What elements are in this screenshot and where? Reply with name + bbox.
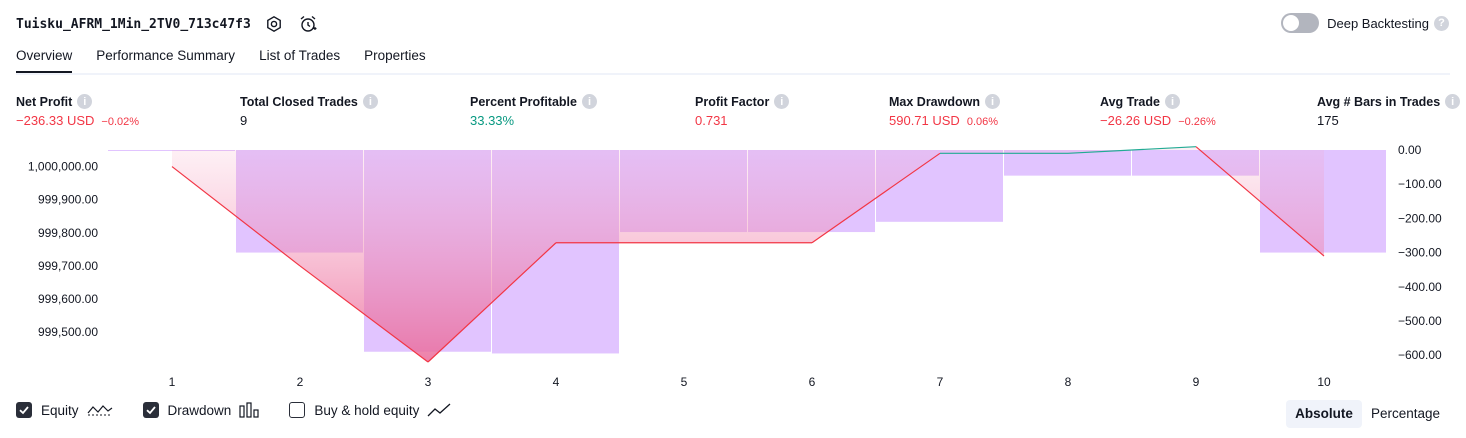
equity-line-segment	[1067, 146, 1197, 154]
stat-value: −26.26 USD	[1100, 113, 1172, 128]
x-axis-tick-label: 9	[1193, 375, 1200, 389]
equity-line-segment	[299, 265, 429, 363]
deep-backtesting-toggle[interactable]	[1281, 13, 1320, 33]
report-tabs: Overview Performance Summary List of Tra…	[16, 46, 450, 74]
left-axis-tick-label: 999,600.00	[38, 292, 98, 306]
x-axis-tick-label: 3	[425, 375, 432, 389]
checkbox-checked-icon[interactable]	[16, 402, 32, 418]
equity-line-icon	[87, 402, 113, 418]
info-icon[interactable]: i	[1164, 94, 1180, 109]
stat-label: Profit Factor	[695, 94, 770, 109]
info-icon[interactable]: i	[985, 94, 1000, 109]
x-axis-tick-label: 2	[297, 375, 304, 389]
x-axis-tick-label: 4	[553, 375, 560, 389]
info-icon[interactable]: i	[362, 94, 378, 109]
stat-percent: −0.02%	[101, 116, 140, 128]
buy-hold-line-icon	[427, 402, 451, 418]
left-axis-tick-label: 999,700.00	[38, 259, 98, 273]
stat-value: 9	[240, 113, 248, 128]
stat-label: Percent Profitable	[470, 94, 577, 109]
stat-avg-bars-in-trades: Avg # Bars in Trades i 175	[1317, 93, 1461, 128]
left-axis-tick-label: 999,500.00	[38, 325, 98, 339]
stat-label: Avg # Bars in Trades	[1317, 94, 1441, 109]
stat-max-drawdown: Max Drawdown i 590.71 USD 0.06%	[889, 93, 1000, 128]
stat-percent-profitable: Percent Profitable i 33.33%	[470, 93, 597, 128]
legend-label: Drawdown	[167, 402, 232, 418]
stat-value: 590.71 USD	[889, 113, 960, 128]
checkbox-unchecked-icon[interactable]	[289, 402, 306, 418]
x-axis-tick-label: 1	[169, 375, 176, 389]
info-icon[interactable]: i	[1445, 94, 1461, 109]
right-axis-tick-label: −500.00	[1398, 314, 1442, 328]
legend-buy-hold[interactable]: Buy & hold equity	[289, 402, 451, 418]
info-icon[interactable]: i	[581, 94, 597, 109]
legend-drawdown[interactable]: Drawdown	[142, 402, 260, 418]
info-icon[interactable]: i	[77, 94, 93, 109]
right-axis-tick-label: 0.00	[1398, 143, 1422, 157]
stat-value: −236.33 USD	[16, 113, 95, 128]
strategy-title: Tuisku_AFRM_1Min_2TV0_713c47f3	[16, 16, 251, 32]
display-mode-switch: Absolute Percentage	[1286, 400, 1449, 428]
help-icon[interactable]: ?	[1434, 15, 1449, 31]
stat-label: Avg Trade	[1100, 94, 1160, 109]
equity-line-segment	[427, 242, 557, 363]
right-axis-tick-label: −100.00	[1398, 177, 1442, 191]
tab-list-of-trades[interactable]: List of Trades	[259, 48, 341, 63]
equity-line-segment	[1195, 146, 1325, 257]
stat-profit-factor: Profit Factor i 0.731	[695, 93, 790, 128]
left-axis-tick-label: 999,900.00	[38, 193, 98, 207]
equity-line-segment	[171, 166, 301, 267]
stat-net-profit: Net Profit i −236.33 USD −0.02%	[16, 93, 139, 128]
stat-label: Total Closed Trades	[240, 94, 358, 109]
tab-performance-summary[interactable]: Performance Summary	[96, 48, 236, 63]
equity-line-segment	[811, 152, 941, 244]
x-axis-tick-label: 6	[809, 375, 816, 389]
drawdown-bars-icon	[239, 402, 259, 418]
drawdown-bar	[108, 150, 235, 151]
equity-area	[172, 146, 1324, 362]
stat-value: 33.33%	[470, 113, 515, 128]
x-axis-tick-label: 5	[681, 375, 688, 389]
stat-percent: −0.26%	[1178, 116, 1216, 128]
tab-properties[interactable]: Properties	[364, 48, 426, 63]
stat-label: Net Profit	[16, 94, 73, 109]
info-icon[interactable]: i	[774, 94, 790, 109]
stat-value: 0.731	[695, 113, 728, 128]
x-axis-tick-label: 8	[1065, 375, 1072, 389]
right-axis-tick-label: −300.00	[1398, 246, 1442, 260]
stat-total-closed-trades: Total Closed Trades i 9	[240, 93, 378, 128]
toggle-knob	[1283, 15, 1300, 31]
left-axis-tick-label: 999,800.00	[38, 226, 98, 240]
legend-label: Equity	[41, 402, 79, 418]
left-axis-tick-label: 1,000,000.00	[28, 160, 98, 174]
percentage-option[interactable]: Percentage	[1370, 406, 1440, 421]
equity-drawdown-chart[interactable]: 1,000,000.00 999,900.00 999,800.00 999,700.…	[0, 130, 1466, 396]
stat-avg-trade: Avg Trade i −26.26 USD −0.26%	[1100, 93, 1216, 128]
deep-backtesting-control: Deep Backtesting ?	[1281, 13, 1449, 33]
checkbox-checked-icon[interactable]	[142, 402, 159, 418]
x-axis-tick-label: 7	[937, 375, 944, 389]
stat-percent: 0.06%	[966, 116, 999, 128]
chart-legend: Equity Drawdown Buy & hold equity	[16, 402, 481, 418]
right-axis-tick-label: −200.00	[1398, 211, 1442, 225]
x-axis-tick-label: 10	[1317, 375, 1331, 389]
alarm-clock-icon[interactable]	[297, 13, 319, 35]
legend-equity[interactable]: Equity	[16, 402, 113, 418]
absolute-option[interactable]: Absolute	[1286, 400, 1362, 428]
tab-divider	[16, 73, 1450, 75]
drawdown-bar	[1004, 150, 1131, 176]
strategy-header: Tuisku_AFRM_1Min_2TV0_713c47f3	[16, 12, 319, 36]
right-axis-tick-label: −400.00	[1398, 280, 1442, 294]
legend-label: Buy & hold equity	[314, 402, 420, 418]
stat-value: 175	[1317, 113, 1339, 128]
right-axis-tick-label: −600.00	[1398, 348, 1442, 362]
tab-overview[interactable]: Overview	[16, 46, 73, 74]
deep-backtesting-label: Deep Backtesting	[1327, 15, 1429, 31]
settings-icon[interactable]	[263, 13, 285, 35]
stat-label: Max Drawdown	[889, 94, 980, 109]
